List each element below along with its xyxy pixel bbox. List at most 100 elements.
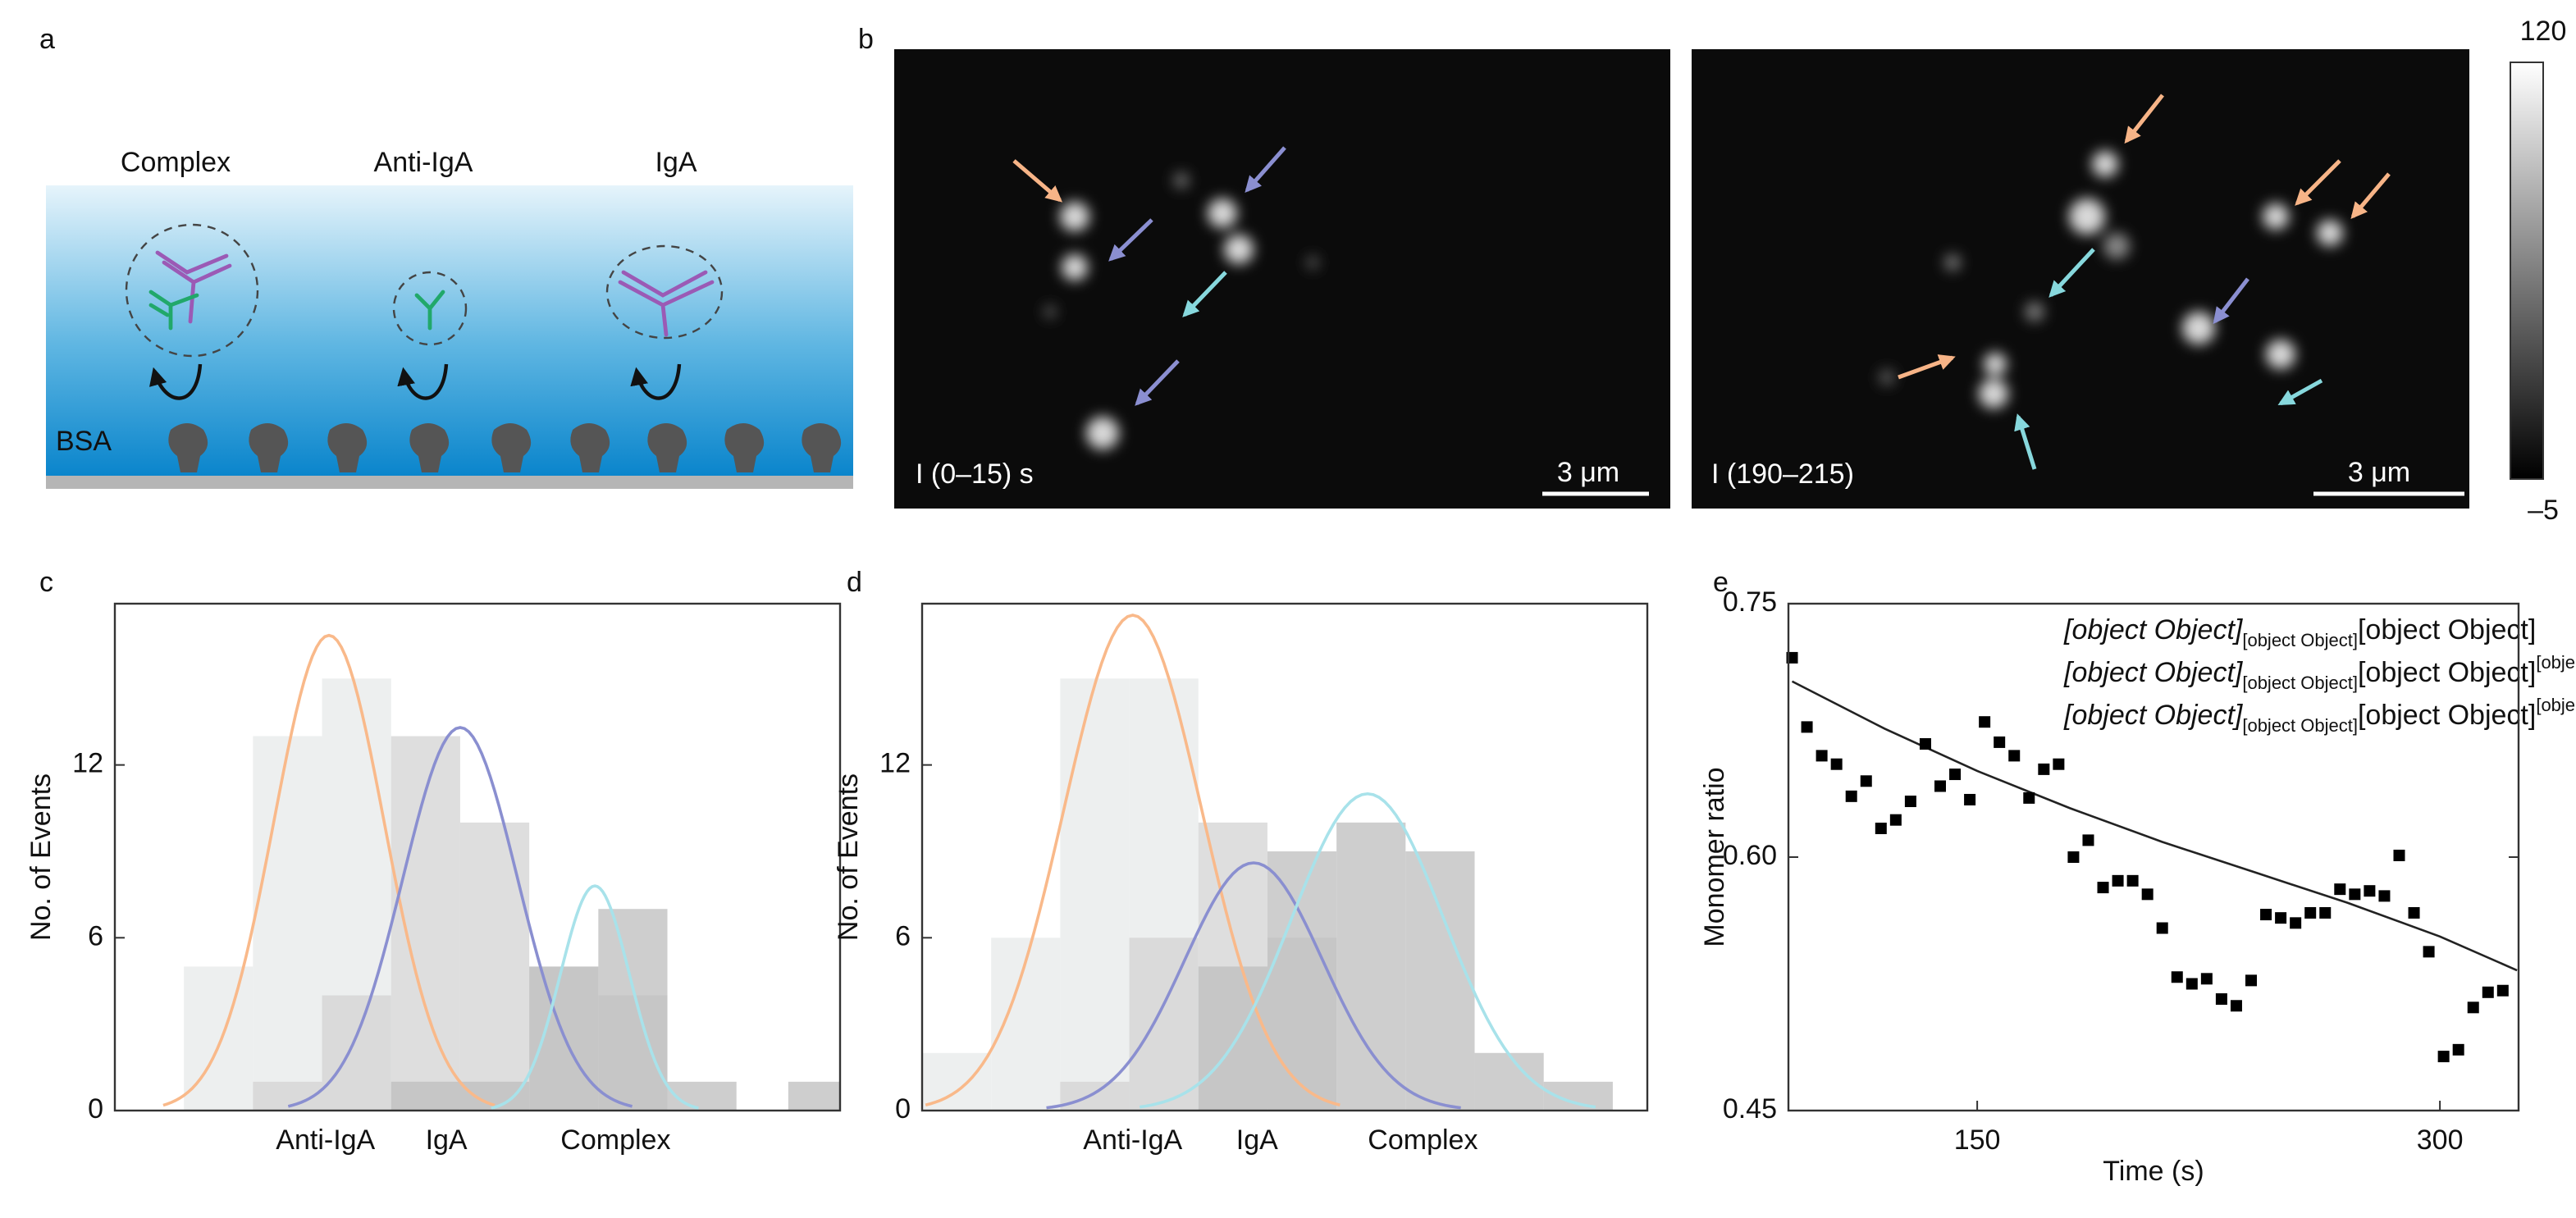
data-point xyxy=(2496,984,2509,997)
histogram-bar xyxy=(391,736,460,1111)
data-point xyxy=(2319,906,2332,919)
antibodies xyxy=(148,250,715,337)
data-point xyxy=(1904,796,1916,808)
histogram-bar xyxy=(459,822,530,1111)
fit-curve xyxy=(925,614,1341,1107)
data-point xyxy=(2290,917,2302,929)
panel-letter: b xyxy=(858,24,874,55)
colorbar-tick-label: –5 xyxy=(2528,495,2559,526)
colorbar-tick-label: 120 xyxy=(2520,16,2567,47)
panel-letter: e xyxy=(1713,567,1729,598)
histograms xyxy=(922,678,1613,1111)
fit-curve xyxy=(1046,861,1461,1110)
data-point xyxy=(2482,986,2494,998)
image-label: I (190–215) xyxy=(1711,458,1854,490)
histogram-bar xyxy=(253,736,322,1111)
data-point xyxy=(1860,775,1872,787)
histogram-bar xyxy=(922,1052,992,1111)
x-axis-label: Time (s) xyxy=(2103,1156,2204,1187)
data-point xyxy=(2215,993,2227,1006)
image xyxy=(894,49,1670,509)
data-point xyxy=(2349,888,2361,901)
annotation: [object Object][object Object][object Ob… xyxy=(2063,614,2536,650)
data-point xyxy=(2467,1001,2479,1014)
data-point xyxy=(2023,791,2035,804)
data-point xyxy=(2304,906,2317,919)
data-point xyxy=(2378,890,2391,902)
histogram-bar xyxy=(322,995,391,1111)
fit-curve xyxy=(491,884,699,1110)
y-tick-label: 0 xyxy=(88,1093,103,1124)
y-axis-label: No. of Events xyxy=(25,773,57,941)
annotation-part: [object Object] xyxy=(2242,630,2358,650)
data-point xyxy=(2126,874,2139,887)
x-tick-label: IgA xyxy=(1236,1124,1278,1156)
panel-b: b I (0–15) s I (190–215) xyxy=(858,24,2544,509)
image xyxy=(1692,49,2469,509)
data-point xyxy=(2156,922,2168,934)
histogram-bar xyxy=(391,1081,460,1111)
y-tick-label: 6 xyxy=(895,920,911,951)
histogram-bar xyxy=(1198,966,1267,1111)
y-tick-label: 12 xyxy=(72,748,103,779)
histogram-bar xyxy=(184,966,253,1111)
annotation-part: [object Object] xyxy=(2063,614,2244,645)
data-point xyxy=(2423,946,2435,958)
annotation-part: [object Object] xyxy=(2358,614,2536,645)
panel-letter: d xyxy=(847,567,862,598)
x-tick-label: IgA xyxy=(426,1124,468,1156)
data-point xyxy=(1994,736,2006,748)
histogram-bar xyxy=(1060,1081,1130,1111)
data-point xyxy=(2141,888,2154,901)
panel-letter: c xyxy=(39,567,53,598)
histogram-bar xyxy=(788,1081,840,1111)
x-tick-label: 300 xyxy=(2417,1124,2464,1156)
x-tick-label: Complex xyxy=(1368,1124,1478,1156)
data-point xyxy=(2275,912,2287,924)
y-axis-label: Monomer ratio xyxy=(1699,767,1730,947)
particle-outlines xyxy=(125,223,724,358)
data-point xyxy=(2393,849,2405,861)
data-point xyxy=(1934,780,1946,792)
scale-bar-label: 3 μm xyxy=(1557,457,1619,488)
data-point xyxy=(1964,793,1976,805)
histograms xyxy=(184,678,840,1111)
histogram-bar xyxy=(1060,678,1130,1111)
y-tick-label: 0.45 xyxy=(1723,1093,1777,1124)
fit-curve xyxy=(287,726,633,1108)
annotation-part: [object Object] xyxy=(2242,673,2358,693)
data-point xyxy=(2067,851,2080,863)
data-point xyxy=(2200,973,2213,985)
species-label: IgA xyxy=(655,147,697,178)
histogram-bar xyxy=(1405,851,1475,1111)
annotation-part: [object Object] xyxy=(2242,715,2358,736)
y-tick-label: 0.75 xyxy=(1723,586,1777,618)
diffusion-arrows xyxy=(149,363,682,400)
data-point xyxy=(1949,769,1962,781)
histogram-bar xyxy=(598,909,668,1111)
image-label: I (0–15) s xyxy=(916,458,1034,490)
species-label: Anti-IgA xyxy=(374,147,473,178)
histogram-bar xyxy=(1336,822,1406,1111)
data-point xyxy=(2452,1043,2464,1056)
data-point xyxy=(2437,1051,2450,1063)
substrate xyxy=(46,476,853,489)
annotation: [object Object][object Object][object Ob… xyxy=(2063,695,2576,736)
data-point xyxy=(2171,971,2183,983)
bsa-molecules xyxy=(168,423,842,472)
x-tick-label: Anti-IgA xyxy=(1083,1124,1182,1156)
data-point xyxy=(2260,909,2272,921)
data-point xyxy=(1830,758,1843,770)
y-tick-label: 0.60 xyxy=(1723,840,1777,871)
data-point xyxy=(2245,974,2258,987)
data-point xyxy=(1919,737,1931,750)
fit-curve xyxy=(162,633,496,1107)
particles xyxy=(1044,151,2343,449)
data-point xyxy=(2112,874,2124,887)
data-point xyxy=(1801,721,1813,733)
data-point xyxy=(2097,882,2109,894)
data-point xyxy=(2364,885,2376,897)
y-tick-label: 0 xyxy=(895,1093,911,1124)
data-point xyxy=(2408,906,2420,919)
